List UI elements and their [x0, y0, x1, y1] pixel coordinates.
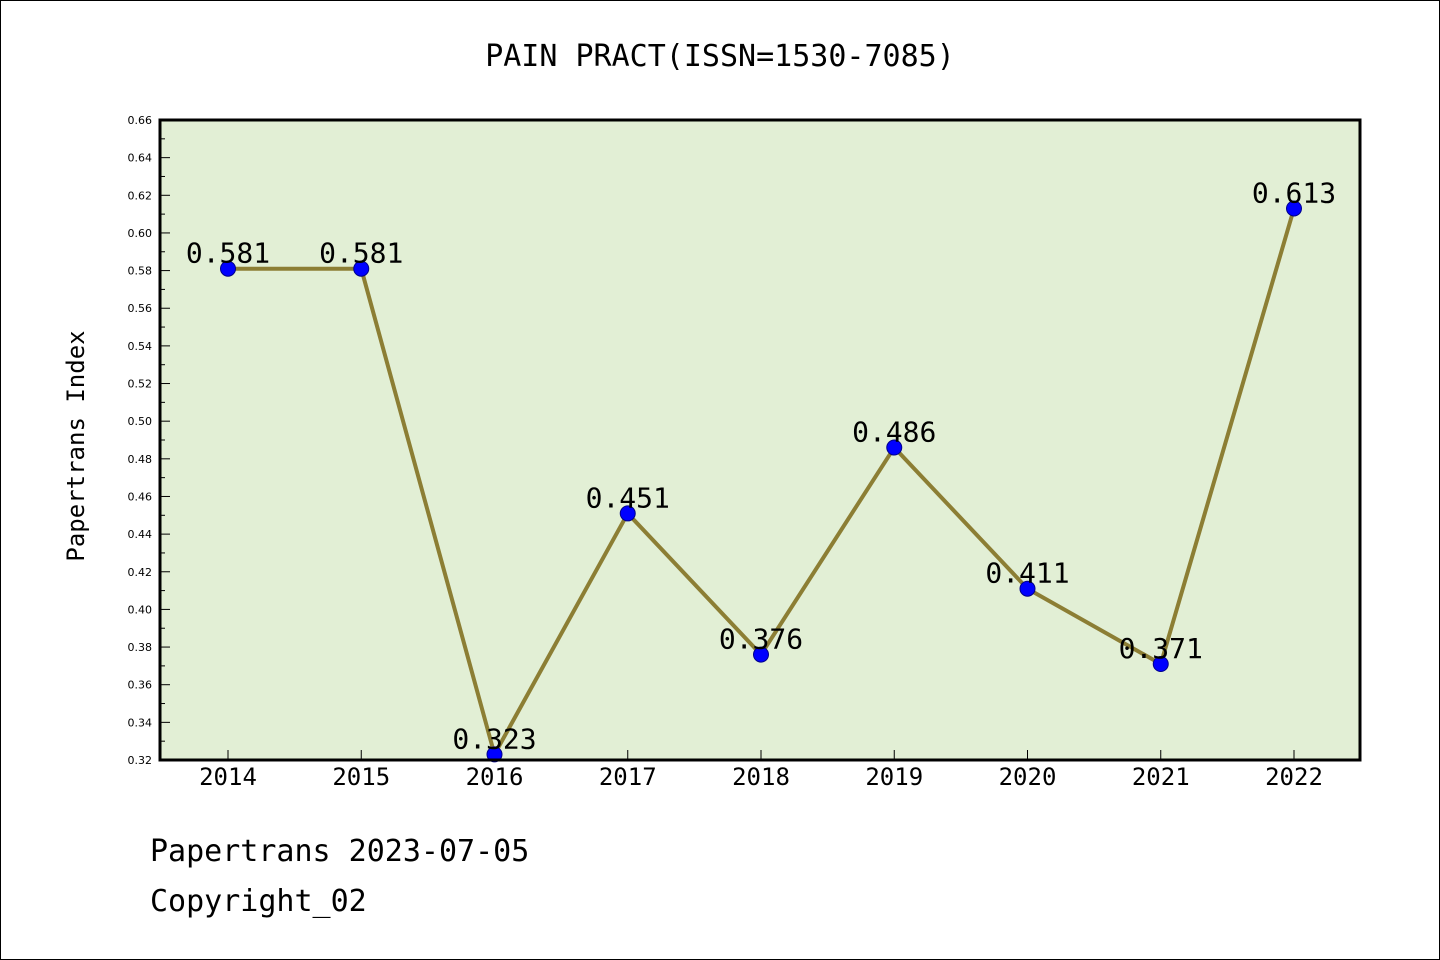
data-label: 0.581 — [186, 237, 270, 270]
y-tick-label: 0.46 — [128, 490, 153, 503]
data-label: 0.451 — [586, 481, 670, 514]
data-label: 0.376 — [719, 623, 803, 656]
x-tick-label: 2017 — [599, 763, 657, 791]
data-label: 0.371 — [1119, 632, 1203, 665]
data-label: 0.323 — [452, 722, 536, 755]
y-tick-label: 0.38 — [128, 641, 153, 654]
x-axis: 2014 2015 2016 2017 2018 2019 2020 2021 2022 — [199, 750, 1323, 791]
data-point — [619, 505, 636, 522]
data-point — [486, 746, 503, 763]
data-label: 0.411 — [985, 557, 1069, 590]
y-tick-label: 0.34 — [128, 716, 153, 729]
x-tick-label: 2015 — [332, 763, 390, 791]
y-tick-label: 0.58 — [128, 265, 153, 278]
data-point — [353, 260, 370, 277]
data-labels: 0.581 0.581 0.323 0.451 0.376 0.486 0.411 0.371… — [186, 176, 1336, 755]
y-tick-label: 0.44 — [128, 528, 153, 541]
y-tick-label: 0.52 — [128, 378, 153, 391]
data-point — [753, 646, 769, 663]
x-tick-label: 2019 — [865, 763, 923, 791]
data-point — [1152, 656, 1169, 672]
x-tick-label: 2018 — [732, 763, 790, 791]
data-label: 0.486 — [852, 416, 936, 449]
chart-title: PAIN PRACT(ISSN=1530-7085) — [485, 39, 955, 74]
y-tick-label: 0.42 — [128, 566, 153, 579]
y-tick-label: 0.36 — [128, 679, 153, 692]
data-point — [1019, 580, 1036, 597]
data-point — [220, 260, 236, 277]
data-label: 0.581 — [319, 237, 403, 270]
x-tick-label: 2020 — [999, 763, 1057, 791]
x-tick-label: 2022 — [1265, 763, 1323, 791]
y-tick-label: 0.60 — [128, 227, 153, 240]
y-tick-label: 0.54 — [128, 340, 153, 353]
x-tick-label: 2014 — [199, 763, 257, 791]
y-tick-label: 0.40 — [128, 603, 153, 616]
footer-copyright: Copyright_02 — [150, 884, 367, 919]
y-tick-label: 0.32 — [128, 754, 153, 767]
x-tick-label: 2021 — [1132, 763, 1190, 791]
data-label: 0.613 — [1252, 176, 1336, 209]
plot-border — [158, 118, 1362, 762]
y-tick-label: 0.56 — [128, 302, 153, 315]
data-point — [886, 439, 903, 456]
y-axis: 0.32 0.34 0.36 0.38 0.40 0.42 0.44 0.46 0.48 0.50… — [128, 114, 170, 767]
y-tick-label: 0.64 — [128, 152, 153, 165]
y-tick-label: 0.50 — [128, 415, 153, 428]
footer-date: Papertrans 2023-07-05 — [150, 834, 530, 869]
series-papertrans-index — [220, 200, 1302, 763]
x-tick-label: 2016 — [466, 763, 524, 791]
y-tick-label: 0.62 — [128, 189, 153, 202]
y-tick-label: 0.66 — [128, 114, 153, 127]
y-tick-label: 0.48 — [128, 453, 153, 466]
y-axis-label: Papertrans Index — [62, 330, 90, 561]
data-point — [1286, 200, 1302, 217]
